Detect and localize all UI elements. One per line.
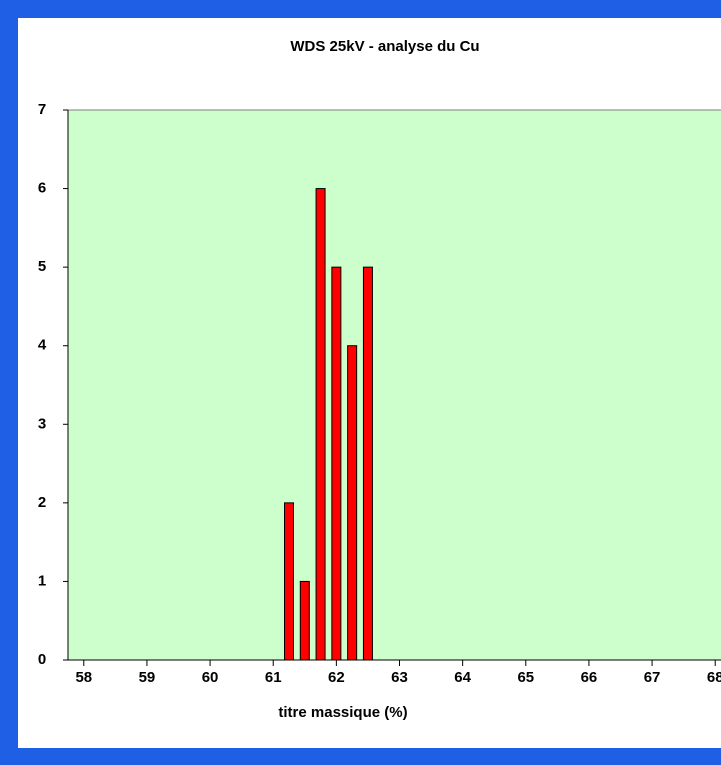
y-tick-label: 4: [38, 337, 47, 354]
chart-title: WDS 25kV - analyse du Cu: [290, 38, 479, 55]
x-tick-label: 59: [139, 669, 156, 686]
x-tick-label: 62: [328, 669, 345, 686]
x-tick-label: 67: [644, 669, 661, 686]
y-tick-label: 1: [38, 572, 46, 589]
y-tick-label: 2: [38, 494, 46, 511]
bar: [362, 266, 373, 661]
y-tick-label: 5: [38, 258, 46, 275]
bar: [299, 580, 310, 661]
x-tick-label: 68: [707, 669, 721, 686]
bar: [315, 188, 326, 661]
y-tick-label: 0: [38, 651, 46, 668]
x-tick-label: 66: [581, 669, 598, 686]
y-tick-label: 6: [38, 180, 46, 197]
y-tick-label: 3: [38, 415, 46, 432]
x-axis-label: titre massique (%): [278, 704, 407, 721]
plot-area: [67, 109, 721, 661]
x-tick-label: 65: [517, 669, 534, 686]
bar: [284, 502, 294, 661]
y-tick-label: 7: [38, 101, 46, 118]
x-tick-label: 61: [265, 669, 282, 686]
x-tick-label: 60: [202, 669, 219, 686]
bar: [331, 266, 342, 661]
x-tick-label: 63: [391, 669, 408, 686]
x-tick-label: 64: [454, 669, 471, 686]
x-tick-label: 58: [75, 669, 92, 686]
bar: [347, 345, 358, 661]
